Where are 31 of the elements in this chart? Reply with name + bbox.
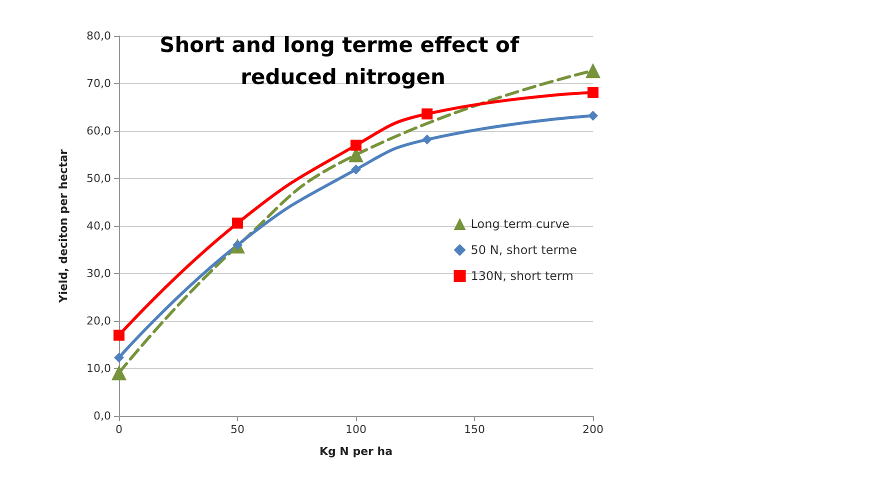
y-tick-label: 60,0 <box>86 124 111 138</box>
point <box>350 140 362 151</box>
x-tick-label: 0 <box>116 423 122 436</box>
point <box>114 352 124 363</box>
y-tick-label: 50,0 <box>86 172 111 185</box>
point <box>232 218 243 229</box>
point <box>351 164 361 174</box>
y-tick-label: 80,0 <box>86 30 111 42</box>
y-axis-title: Yield, deciton per hectar <box>57 148 70 304</box>
y-tick-label: 70,0 <box>86 77 111 90</box>
x-tick-label: 200 <box>582 423 604 436</box>
point <box>422 134 432 145</box>
point <box>588 110 598 121</box>
x-axis-title: Kg N per ha <box>319 445 393 458</box>
point <box>586 63 600 78</box>
legend-label: 130N, short term <box>470 269 574 283</box>
y-tick-label: 30,0 <box>86 267 111 280</box>
point <box>588 87 598 98</box>
y-tick-label: 40,0 <box>86 220 111 232</box>
x-tick-label: 150 <box>464 423 485 436</box>
y-tick-label: 20,0 <box>86 314 111 328</box>
legend-label: Long term curve <box>470 217 570 231</box>
point <box>422 108 433 120</box>
y-tick-label: 10,0 <box>86 362 111 375</box>
y-tick-label: 0,0 <box>94 410 111 422</box>
point <box>114 330 124 341</box>
point <box>112 365 126 380</box>
x-tick-label: 100 <box>346 423 366 436</box>
legend-label: 50 N, short terme <box>470 243 578 257</box>
text: Short and long terme effect of reduced nitrogen <box>160 33 526 89</box>
x-tick-label: 50 <box>230 423 244 436</box>
